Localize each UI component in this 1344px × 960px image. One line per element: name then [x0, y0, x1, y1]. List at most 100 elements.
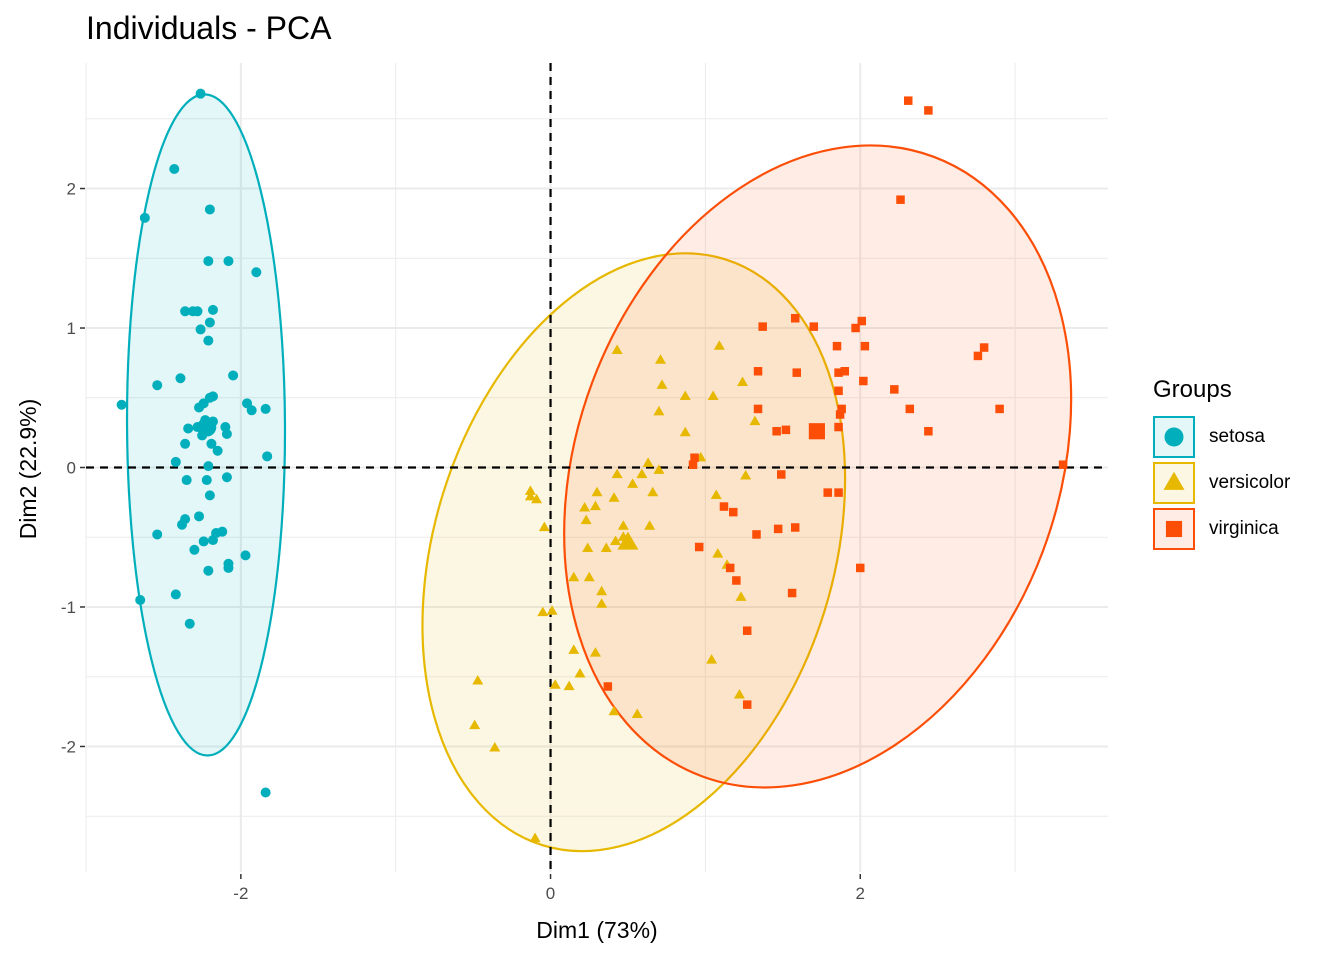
point-virginica: [809, 322, 819, 331]
point-setosa: [246, 405, 257, 416]
point-versicolor: [529, 832, 541, 843]
point-setosa: [204, 317, 215, 328]
point-setosa: [192, 306, 203, 317]
legend-label-versicolor: versicolor: [1209, 472, 1291, 493]
point-virginica: [790, 523, 800, 532]
legend-key-setosa: [1153, 416, 1195, 458]
legend-symbol-versicolor: [1163, 471, 1185, 490]
point-setosa: [181, 475, 192, 486]
legend-item-versicolor: versicolor: [1153, 460, 1290, 506]
point-versicolor: [538, 521, 550, 532]
x-tick-label: 0: [546, 884, 555, 903]
group-ellipses: [125, 93, 1073, 853]
ellipse-versicolor: [421, 252, 847, 853]
point-setosa: [175, 373, 186, 384]
point-setosa: [152, 529, 163, 540]
legend-label-setosa: setosa: [1209, 426, 1265, 447]
point-virginica: [772, 426, 781, 436]
point-virginica: [787, 588, 797, 598]
point-versicolor: [679, 426, 691, 437]
y-tick-label: 1: [67, 319, 76, 338]
point-versicolor: [611, 468, 623, 479]
point-versicolor: [653, 464, 665, 474]
point-setosa: [251, 267, 262, 278]
point-setosa: [217, 526, 228, 537]
point-setosa: [204, 204, 215, 215]
point-setosa: [240, 550, 251, 561]
point-virginica: [840, 367, 850, 376]
point-virginica: [777, 470, 786, 479]
point-virginica: [890, 385, 899, 394]
data-points: [116, 88, 1068, 843]
point-setosa: [180, 306, 191, 317]
point-setosa: [198, 536, 209, 547]
point-versicolor: [489, 741, 501, 752]
point-versicolor: [546, 605, 558, 615]
point-versicolor: [568, 644, 580, 654]
point-virginica: [973, 351, 983, 361]
point-setosa: [262, 451, 273, 462]
point-versicolor: [596, 598, 608, 608]
point-setosa: [152, 380, 163, 391]
point-versicolor: [737, 376, 749, 387]
point-virginica: [995, 404, 1004, 414]
point-virginica: [860, 341, 870, 351]
point-virginica: [742, 700, 752, 709]
point-virginica: [719, 502, 729, 511]
point-virginica: [753, 404, 763, 414]
point-virginica: [690, 453, 699, 462]
point-versicolor: [631, 708, 643, 718]
point-virginica: [773, 524, 783, 534]
point-virginica: [832, 341, 842, 351]
legend-items: setosa versicolor virginica: [1153, 414, 1290, 552]
legend: Groups setosa versicolor virginica: [1153, 376, 1290, 552]
point-virginica: [792, 368, 802, 377]
point-versicolor: [568, 571, 580, 582]
point-setosa: [207, 391, 218, 402]
legend-marker-versicolor: [1163, 471, 1185, 490]
point-setosa: [260, 403, 271, 414]
point-versicolor: [472, 675, 484, 685]
point-versicolor: [583, 571, 595, 582]
legend-marker-virginica: [1165, 520, 1183, 538]
point-setosa: [212, 445, 223, 456]
point-virginica: [924, 106, 933, 115]
point-versicolor: [647, 486, 659, 497]
point-versicolor: [735, 591, 747, 601]
point-virginica: [823, 488, 832, 497]
point-versicolor: [537, 606, 549, 617]
point-setosa: [194, 511, 205, 522]
point-versicolor: [600, 542, 612, 553]
point-versicolor: [608, 492, 620, 502]
y-tick-label: -1: [61, 598, 76, 617]
centroid-setosa: [197, 417, 217, 437]
point-setosa: [183, 423, 194, 434]
point-versicolor: [733, 688, 745, 699]
point-versicolor: [679, 390, 691, 400]
legend-symbol-setosa: [1164, 427, 1184, 447]
point-virginica: [694, 542, 704, 552]
point-versicolor: [710, 489, 722, 500]
point-versicolor: [713, 340, 725, 350]
point-virginica: [851, 323, 860, 333]
point-setosa: [203, 461, 214, 472]
point-versicolor: [610, 535, 622, 546]
point-setosa: [203, 335, 214, 346]
y-axis-title: Dim2 (22.9%): [15, 399, 41, 540]
point-versicolor: [706, 654, 718, 664]
point-setosa: [189, 544, 200, 555]
point-virginica: [834, 368, 843, 377]
point-versicolor: [531, 493, 543, 504]
legend-key-versicolor: [1153, 462, 1195, 504]
legend-item-setosa: setosa: [1153, 414, 1290, 460]
legend-marker-setosa: [1164, 427, 1184, 447]
point-versicolor: [582, 542, 594, 553]
y-tick-label: 0: [67, 459, 76, 478]
point-virginica: [688, 460, 698, 469]
point-virginica: [729, 507, 738, 517]
point-virginica: [742, 626, 752, 635]
point-versicolor: [642, 457, 654, 467]
point-versicolor: [469, 719, 481, 730]
point-setosa: [184, 618, 195, 629]
point-virginica: [905, 404, 915, 414]
